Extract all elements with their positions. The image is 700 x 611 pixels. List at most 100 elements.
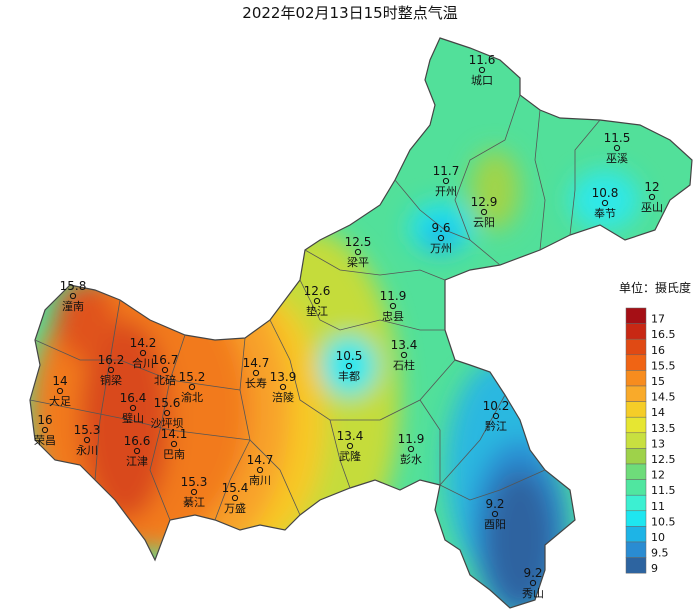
legend-label: 15 [651,375,665,388]
station: 12.5 梁平 [345,235,372,269]
station-value: 9.6 [431,221,450,235]
station-value: 12 [644,180,659,194]
legend-swatch [625,432,647,449]
map-title: 2022年02月13日15时整点气温 [242,4,457,22]
station-name: 潼南 [62,299,84,313]
legend-label: 16.5 [651,328,676,341]
legend-swatch [625,494,647,512]
station: 14.7 南川 [247,453,274,487]
station: 12.9 云阳 [471,195,498,229]
station: 10.5 丰都 [336,349,363,383]
station-marker [346,442,354,450]
station-name: 石柱 [393,358,415,372]
station-value: 11.6 [469,53,496,67]
station-value: 10.5 [336,349,363,363]
legend-swatch [625,307,647,324]
station: 13.4 石柱 [391,338,418,372]
legend-swatch [625,479,647,496]
station-name: 巫溪 [606,152,628,165]
station: 15.3 綦江 [181,475,208,509]
station-name: 酉阳 [484,518,506,531]
station-value: 15.4 [222,481,249,495]
station: 16 荣昌 [34,413,56,447]
legend-label: 11.5 [651,484,676,497]
legend-label: 16 [651,344,665,357]
station: 15.2 渝北 [179,370,206,404]
station-marker [256,466,264,474]
station-value: 15.3 [74,423,101,437]
station: 14.2 合川 [130,336,157,370]
station-marker [354,248,362,256]
station-name: 巴南 [163,448,185,461]
station-value: 15.2 [179,370,206,384]
station-name: 黔江 [485,419,507,433]
station: 12.6 垫江 [304,284,331,318]
station-value: 15.8 [60,279,87,293]
station: 13.9 涪陵 [270,370,297,404]
station-marker [83,436,91,444]
station: 10.2 黔江 [483,399,510,433]
station-value: 16.7 [152,353,179,367]
station-marker [163,409,171,417]
station-marker [190,488,198,496]
station-marker [442,177,450,185]
legend-swatch [625,557,647,574]
legend-swatch [625,323,647,340]
legend-swatch [625,385,647,402]
station-name: 彭水 [400,452,422,466]
legend-swatch [625,416,647,434]
station-marker [41,426,49,434]
station-marker [231,494,239,502]
station-marker [400,351,408,359]
station-marker [279,383,287,391]
station: 14 大足 [49,374,71,408]
legend-label: 13 [651,437,665,450]
station-name: 铜梁 [100,373,122,387]
station: 12 巫山 [641,180,663,214]
station-marker [107,366,115,374]
station-value: 12.5 [345,235,372,249]
station-marker [389,302,397,310]
station-name: 长寿 [245,376,267,390]
stations: 11.6 城口 11.5 巫溪 12 巫山 11.7 开州 12.9 云阳 10.8 奉节 9.6 万州 1… [34,53,663,600]
legend-swatch [625,354,647,371]
station-value: 12.9 [471,195,498,209]
station-name: 城口 [471,74,493,87]
station: 15.3 永川 [74,423,101,457]
station: 13.4 武隆 [337,429,364,463]
station-value: 16.6 [124,434,151,448]
legend-label: 12.5 [651,453,676,466]
station-name: 涪陵 [272,390,294,404]
station-value: 11.7 [433,164,460,178]
station-marker [601,199,609,207]
station-name: 南川 [249,474,271,487]
station-value: 11.9 [380,289,407,303]
station-name: 合川 [132,356,154,370]
station-name: 璧山 [122,411,144,425]
station-name: 万州 [430,242,452,255]
station: 16.7 北碚 [152,353,179,387]
station: 14.7 长寿 [243,356,270,390]
station: 15.8 潼南 [60,279,87,313]
station-value: 11.9 [398,432,425,446]
legend-label: 10.5 [651,515,676,528]
station-marker [313,297,321,305]
station: 14.1 巴南 [161,427,188,461]
station-value: 12.6 [304,284,331,298]
station-value: 14.1 [161,427,188,441]
station: 15.4 万盛 [222,481,249,515]
legend-label: 13.5 [651,422,676,435]
legend-label: 15.5 [651,359,676,372]
station: 11.9 忠县 [380,289,407,323]
legend-label: 10 [651,531,665,544]
region-outline [29,37,693,609]
station-name: 垫江 [306,304,328,318]
station-value: 10.2 [483,399,510,413]
legend-swatch [625,370,647,387]
station: 9.6 万州 [430,221,452,255]
station-marker [69,292,77,300]
station-value: 11.5 [604,131,631,145]
station: 16.2 铜梁 [98,353,125,387]
